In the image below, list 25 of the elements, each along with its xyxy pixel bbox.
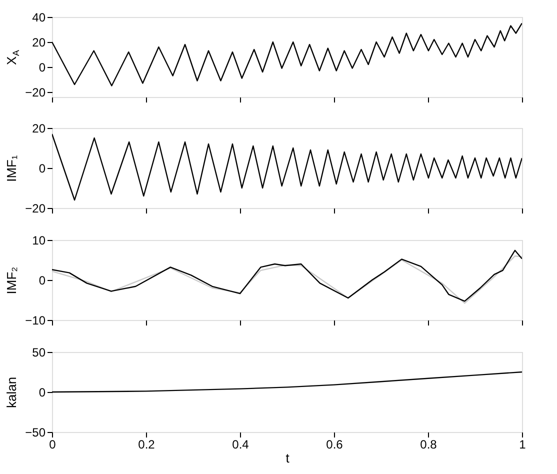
y-tick-label: 50 xyxy=(32,346,46,360)
x-tick-label: 0 xyxy=(49,438,56,452)
y-tick-label: −50 xyxy=(25,426,46,440)
x-tick-label: 1 xyxy=(519,438,526,452)
y-tick-label: −20 xyxy=(25,202,46,216)
y-tick-label: 0 xyxy=(38,274,46,288)
x-tick-label: 0.4 xyxy=(232,438,250,452)
x-tick-label: 0.8 xyxy=(420,438,438,452)
y-tick-label: −20 xyxy=(25,86,46,100)
y-axis-title: IMF₂ xyxy=(4,266,20,294)
y-tick-label: 10 xyxy=(32,234,46,248)
y-axis-title: kalan xyxy=(4,376,20,408)
y-tick-label: 20 xyxy=(32,36,46,50)
y-tick-label: 20 xyxy=(32,122,46,136)
y-tick-label: 0 xyxy=(38,60,46,74)
y-axis-title: IMF₁ xyxy=(4,154,20,182)
x-tick-label: 0.6 xyxy=(326,438,344,452)
x-axis-title: t xyxy=(286,450,290,466)
x-tick-label: 0.2 xyxy=(138,438,156,452)
y-tick-label: 0 xyxy=(38,386,46,400)
y-axis-title: XA xyxy=(4,50,21,65)
y-tick-label: 40 xyxy=(32,10,46,24)
line-series xyxy=(52,133,522,201)
y-tick-label: 0 xyxy=(38,162,46,176)
y-tick-label: −10 xyxy=(25,314,46,328)
